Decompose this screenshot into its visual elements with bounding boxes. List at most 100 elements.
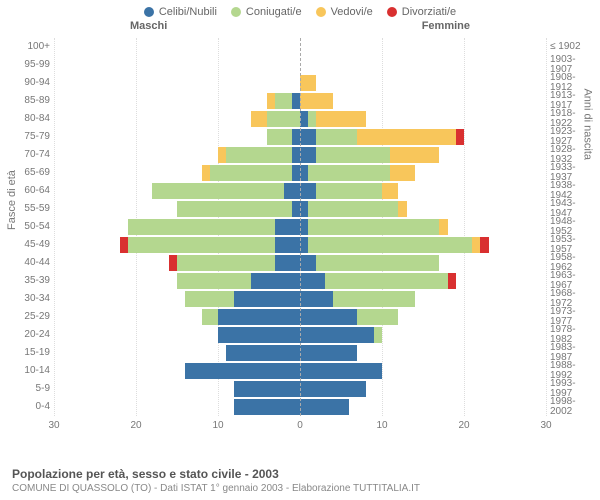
- x-tick: 20: [130, 420, 141, 431]
- segment-celibi: [275, 219, 300, 235]
- age-label: 85-89: [6, 96, 50, 106]
- female-half: [300, 345, 357, 361]
- segment-celibi: [300, 399, 349, 415]
- segment-celibi: [218, 327, 300, 343]
- legend-label: Divorziati/e: [402, 6, 456, 18]
- x-tick: 0: [297, 420, 303, 431]
- segment-celibi: [284, 183, 300, 199]
- segment-coniugati: [357, 309, 398, 325]
- segment-celibi: [300, 111, 308, 127]
- segment-celibi: [300, 237, 308, 253]
- male-half: [128, 219, 300, 235]
- segment-vedovi: [357, 129, 455, 145]
- y-axis-right: ≤ 19021903-19071908-19121913-19171918-19…: [550, 38, 594, 436]
- age-label: 75-79: [6, 132, 50, 142]
- female-half: [300, 219, 448, 235]
- male-half: [169, 255, 300, 271]
- segment-celibi: [292, 129, 300, 145]
- male-half: [202, 165, 300, 181]
- gender-headers: Maschi Femmine: [0, 20, 600, 36]
- age-label: 65-69: [6, 168, 50, 178]
- male-half: [185, 291, 300, 307]
- male-half: [251, 111, 300, 127]
- segment-celibi: [300, 183, 316, 199]
- female-half: [300, 165, 415, 181]
- segment-celibi: [275, 255, 300, 271]
- segment-coniugati: [316, 147, 390, 163]
- segment-divorziati: [169, 255, 177, 271]
- segment-divorziati: [120, 237, 128, 253]
- age-label: 5-9: [6, 384, 50, 394]
- segment-celibi: [234, 291, 300, 307]
- chart-title: Popolazione per età, sesso e stato civil…: [12, 467, 420, 481]
- male-half: [267, 93, 300, 109]
- segment-coniugati: [308, 165, 390, 181]
- female-half: [300, 381, 366, 397]
- male-half: [152, 183, 300, 199]
- age-label: 50-54: [6, 222, 50, 232]
- segment-vedovi: [439, 219, 447, 235]
- female-half: [300, 273, 456, 289]
- legend-item: Vedovi/e: [316, 6, 373, 18]
- age-label: 100+: [6, 42, 50, 52]
- segment-coniugati: [152, 183, 283, 199]
- segment-coniugati: [316, 255, 439, 271]
- segment-coniugati: [210, 165, 292, 181]
- segment-celibi: [292, 201, 300, 217]
- segment-vedovi: [267, 93, 275, 109]
- segment-vedovi: [398, 201, 406, 217]
- footer: Popolazione per età, sesso e stato civil…: [12, 467, 420, 494]
- segment-celibi: [300, 255, 316, 271]
- female-half: [300, 237, 489, 253]
- segment-coniugati: [308, 237, 472, 253]
- age-label: 70-74: [6, 150, 50, 160]
- segment-vedovi: [202, 165, 210, 181]
- segment-celibi: [300, 327, 374, 343]
- segment-coniugati: [374, 327, 382, 343]
- x-axis: 3020100102030: [54, 416, 546, 436]
- male-half: [120, 237, 300, 253]
- segment-vedovi: [300, 93, 333, 109]
- age-label: 25-29: [6, 312, 50, 322]
- male-half: [226, 345, 300, 361]
- female-half: [300, 291, 415, 307]
- segment-vedovi: [382, 183, 398, 199]
- segment-coniugati: [226, 147, 292, 163]
- segment-celibi: [300, 147, 316, 163]
- female-half: [300, 327, 382, 343]
- age-label: 10-14: [6, 366, 50, 376]
- legend-label: Vedovi/e: [331, 6, 373, 18]
- female-half: [300, 309, 398, 325]
- segment-celibi: [226, 345, 300, 361]
- grid-line: [546, 38, 547, 416]
- segment-celibi: [300, 309, 357, 325]
- segment-celibi: [275, 237, 300, 253]
- male-half: [234, 399, 300, 415]
- segment-coniugati: [275, 93, 291, 109]
- legend-label: Coniugati/e: [246, 6, 302, 18]
- male-half: [177, 201, 300, 217]
- segment-coniugati: [177, 201, 292, 217]
- female-half: [300, 147, 439, 163]
- segment-celibi: [292, 147, 300, 163]
- age-label: 0-4: [6, 402, 50, 412]
- x-tick: 20: [458, 420, 469, 431]
- segment-celibi: [218, 309, 300, 325]
- segment-vedovi: [218, 147, 226, 163]
- female-half: [300, 363, 382, 379]
- age-label: 40-44: [6, 258, 50, 268]
- male-half: [218, 147, 300, 163]
- female-half: [300, 129, 464, 145]
- segment-coniugati: [128, 219, 276, 235]
- y-axis-left: 100+95-9990-9485-8980-8475-7970-7465-696…: [6, 38, 50, 436]
- segment-celibi: [292, 165, 300, 181]
- segment-coniugati: [177, 255, 275, 271]
- male-half: [218, 327, 300, 343]
- segment-celibi: [234, 399, 300, 415]
- segment-vedovi: [390, 147, 439, 163]
- segment-vedovi: [390, 165, 415, 181]
- segment-celibi: [234, 381, 300, 397]
- segment-vedovi: [316, 111, 365, 127]
- male-half: [267, 129, 300, 145]
- segment-celibi: [300, 165, 308, 181]
